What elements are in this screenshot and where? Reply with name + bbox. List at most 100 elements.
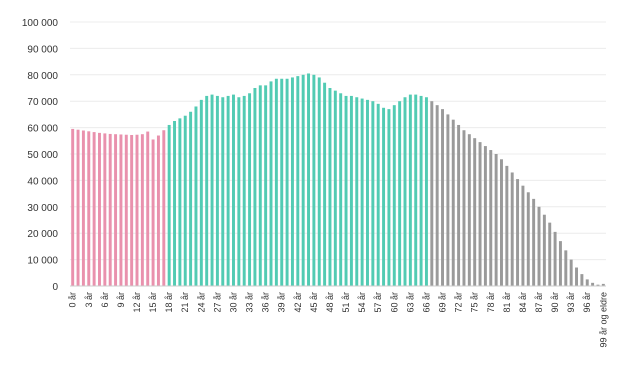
x-tick-label: 87 år [534, 292, 544, 313]
x-tick-label: 15 år [148, 292, 158, 313]
y-tick-label: 50 000 [27, 150, 58, 161]
y-tick-label: 20 000 [27, 229, 58, 240]
bar [419, 95, 423, 286]
bar [462, 130, 466, 286]
bar [108, 133, 112, 286]
bar [483, 146, 487, 286]
x-tick-label: 12 år [132, 292, 142, 313]
x-tick-label: 9 år [116, 292, 126, 308]
bar [140, 134, 144, 286]
bar [226, 95, 230, 286]
y-tick-label: 60 000 [27, 124, 58, 135]
bar [537, 206, 541, 286]
bar [569, 259, 573, 286]
bar [87, 131, 91, 286]
x-tick-label: 33 år [245, 292, 255, 313]
bar [339, 93, 343, 286]
y-tick-label: 10 000 [27, 256, 58, 267]
bar [376, 103, 380, 286]
bar [130, 134, 134, 286]
bar [349, 95, 353, 286]
bar [467, 134, 471, 286]
bar [296, 76, 300, 287]
bar [596, 284, 600, 286]
bar [307, 73, 310, 286]
x-tick-label: 18 år [164, 292, 174, 313]
bar [526, 192, 530, 286]
bar [355, 97, 359, 287]
y-tick-label: 100 000 [22, 18, 59, 29]
bar [424, 97, 428, 287]
bar [457, 124, 461, 287]
bar [162, 130, 166, 286]
y-axis-tick-labels: 0 10 000 20 000 30 000 40 000 50 000 60 000 70 … [22, 18, 59, 293]
y-tick-label: 40 000 [27, 176, 58, 187]
bar [382, 107, 386, 286]
bar [516, 179, 520, 286]
bar [119, 134, 123, 286]
bar [435, 105, 439, 286]
x-tick-label: 21 år [180, 292, 190, 313]
x-tick-label: 90 år [550, 292, 560, 313]
x-tick-label: 0 år [68, 292, 78, 308]
x-tick-label: 51 år [341, 292, 351, 313]
bar [500, 159, 503, 286]
bar [258, 85, 262, 286]
bar [403, 97, 407, 287]
bar [371, 101, 375, 286]
bar [210, 94, 214, 286]
bar [398, 101, 402, 286]
y-tick-label: 80 000 [27, 71, 58, 82]
bar [408, 94, 412, 286]
bar [558, 241, 562, 286]
x-axis-tick-labels: 0 år 3 år 6 år 9 år 12 år 15 år 18 år 21 år 24 å… [68, 292, 609, 348]
bar [248, 93, 252, 286]
bar [92, 132, 96, 286]
bar [564, 250, 568, 286]
x-tick-label: 93 år [566, 292, 576, 313]
x-tick-label: 99 år og eldre [598, 292, 608, 348]
bar [601, 283, 605, 286]
bar [548, 222, 552, 286]
bar [532, 198, 536, 286]
bar [205, 95, 209, 286]
bar [333, 90, 337, 286]
bar [344, 95, 348, 286]
bar [473, 138, 477, 286]
x-tick-label: 57 år [373, 292, 383, 313]
bar [221, 97, 225, 287]
gridlines [70, 21, 606, 261]
x-tick-label: 39 år [277, 292, 287, 313]
x-tick-label: 69 år [438, 292, 448, 313]
x-tick-label: 66 år [421, 292, 431, 313]
bar [585, 279, 589, 286]
x-tick-label: 72 år [454, 292, 464, 313]
bar [387, 109, 391, 287]
x-tick-label: 36 år [261, 292, 271, 313]
y-tick-label: 70 000 [27, 97, 58, 108]
bar [103, 133, 107, 286]
bar [146, 131, 150, 286]
x-tick-label: 54 år [357, 292, 367, 313]
bar [510, 172, 514, 286]
bar [156, 135, 160, 286]
bar [189, 111, 193, 286]
bar [494, 154, 498, 286]
bar [414, 94, 418, 286]
bar [290, 77, 294, 286]
bar [328, 88, 332, 286]
x-tick-label: 60 år [389, 292, 399, 313]
bar [446, 114, 450, 287]
bar [215, 95, 219, 286]
x-tick-label: 75 år [470, 292, 480, 313]
x-tick-label: 27 år [212, 292, 222, 313]
bar [553, 231, 557, 286]
bar [264, 85, 268, 286]
x-tick-label: 6 år [100, 292, 110, 308]
bar [183, 115, 187, 286]
bar [151, 139, 155, 286]
bar [173, 121, 176, 286]
x-tick-label: 96 år [582, 292, 592, 313]
